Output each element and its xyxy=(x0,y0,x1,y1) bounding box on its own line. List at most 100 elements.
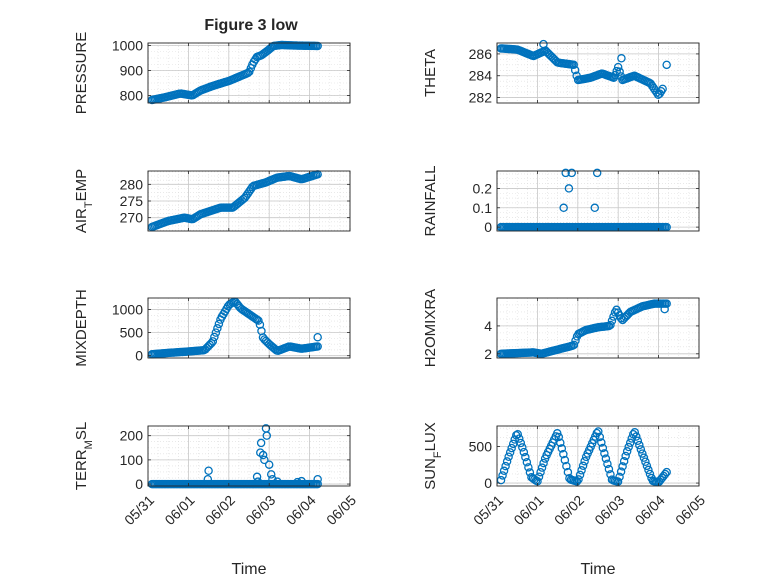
data-point xyxy=(204,466,213,476)
subplot-terr-msl: 0 100 200 05/31 06/01 06/02 06/03 06/04 06/05 TER… xyxy=(73,422,359,578)
y-tick-label: 500 xyxy=(120,325,144,341)
y-tick-label: 275 xyxy=(120,193,144,209)
data-point xyxy=(521,452,530,462)
y-axis-label-subscript: F xyxy=(432,451,444,458)
data-point xyxy=(313,332,322,342)
x-tick-label: 06/02 xyxy=(202,492,238,528)
data-point xyxy=(575,470,585,480)
data-point xyxy=(260,455,269,465)
data-point xyxy=(501,461,510,471)
y-tick-label: 0.1 xyxy=(473,200,493,216)
data-point xyxy=(621,451,630,461)
data-point xyxy=(561,168,570,178)
data-point xyxy=(567,168,576,178)
y-tick-label: 2 xyxy=(484,346,492,362)
x-tick-label: 06/01 xyxy=(510,492,546,528)
x-tick-label: 06/03 xyxy=(242,492,278,528)
data-point xyxy=(569,340,579,350)
data-point xyxy=(598,443,608,453)
y-tick-label: 1000 xyxy=(112,302,143,318)
y-tick-label: 500 xyxy=(469,438,493,454)
y-axis-label-subscript: T xyxy=(83,201,95,208)
data-point xyxy=(507,443,516,453)
y-tick-label: 280 xyxy=(120,176,144,192)
y-tick-label: 1000 xyxy=(112,38,143,54)
y-tick-label: 0 xyxy=(484,219,492,235)
x-tick-label: 05/31 xyxy=(470,492,506,528)
data-point xyxy=(268,474,277,484)
figure-title: Figure 3 low xyxy=(204,17,298,34)
data-point xyxy=(559,449,568,459)
data-point xyxy=(537,463,547,472)
data-point xyxy=(639,453,649,462)
data-point xyxy=(518,443,527,452)
y-tick-label: 0 xyxy=(135,348,143,364)
data-point xyxy=(645,469,655,479)
data-point xyxy=(557,444,567,453)
data-point xyxy=(603,459,612,469)
data-point xyxy=(266,470,276,479)
data-point xyxy=(600,449,609,458)
data-point xyxy=(513,429,523,439)
data-point xyxy=(615,472,624,482)
y-axis-label-part: SL xyxy=(73,422,90,440)
data-point xyxy=(258,450,268,460)
data-point xyxy=(524,463,533,472)
data-point xyxy=(604,464,614,474)
x-axis-label: Time xyxy=(232,561,267,578)
data-point xyxy=(502,457,512,466)
data-point xyxy=(613,62,623,72)
data-point xyxy=(203,474,213,484)
subplot-pressure: 800 900 1000 PRESSURE xyxy=(73,32,351,114)
y-axis-label-part: LUX xyxy=(422,422,439,451)
data-point xyxy=(624,442,633,452)
data-point xyxy=(252,472,262,482)
data-point xyxy=(208,337,218,346)
data-point xyxy=(313,41,322,51)
axes-box xyxy=(147,425,351,487)
data-point xyxy=(273,477,282,486)
data-point xyxy=(662,60,671,70)
data-point xyxy=(660,304,669,314)
y-axis-label: TERRMSL xyxy=(73,422,95,490)
y-axis-label-part: EMP xyxy=(73,169,90,202)
y-axis-label: H2OMIXRA xyxy=(422,289,439,367)
data-point xyxy=(256,438,266,448)
data-point xyxy=(313,342,322,351)
data-point xyxy=(253,477,263,486)
data-point xyxy=(597,438,606,447)
y-tick-label: 0 xyxy=(484,475,492,491)
y-tick-label: 900 xyxy=(120,63,144,79)
data-point xyxy=(536,467,545,477)
data-point xyxy=(601,454,611,463)
y-tick-label: 100 xyxy=(120,452,144,468)
data-point xyxy=(633,436,643,446)
y-tick-label: 284 xyxy=(469,68,493,84)
data-point xyxy=(636,445,646,454)
data-point xyxy=(213,324,222,333)
x-tick-label: 06/03 xyxy=(591,492,627,528)
data-point xyxy=(595,432,605,442)
data-point xyxy=(625,438,635,448)
data-point xyxy=(571,336,580,345)
y-tick-label: 270 xyxy=(120,210,144,226)
data-point xyxy=(630,428,640,437)
data-point xyxy=(539,458,548,468)
data-point xyxy=(577,466,586,475)
data-point xyxy=(617,54,626,63)
data-point xyxy=(660,469,670,479)
subplot-sun-flux: 0 500 05/31 06/01 06/02 06/03 06/04 06/05 SUNFLU… xyxy=(422,422,708,578)
data-point xyxy=(594,427,603,436)
data-point xyxy=(619,456,629,466)
data-point xyxy=(644,465,653,475)
data-point xyxy=(569,60,578,70)
data-point xyxy=(264,460,274,469)
y-tick-label: 200 xyxy=(120,428,144,444)
axes-box xyxy=(496,297,700,359)
subplot-rainfall: 0 0.1 0.2 RAINFALL xyxy=(422,166,700,236)
data-point xyxy=(662,467,671,477)
data-point xyxy=(622,447,632,456)
data-point xyxy=(516,438,526,448)
x-tick-label: 06/02 xyxy=(551,492,587,528)
